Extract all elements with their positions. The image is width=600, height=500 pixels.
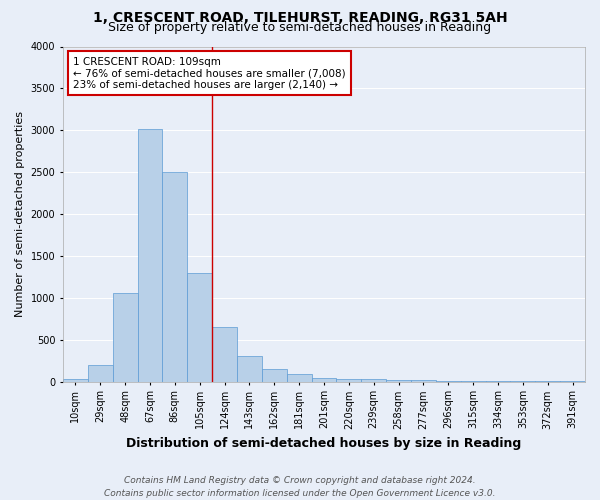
Bar — [411, 380, 436, 382]
Bar — [287, 374, 311, 382]
Bar — [262, 369, 287, 382]
Text: 1, CRESCENT ROAD, TILEHURST, READING, RG31 5AH: 1, CRESCENT ROAD, TILEHURST, READING, RG… — [92, 11, 508, 25]
Bar — [163, 172, 187, 382]
Bar — [311, 378, 337, 382]
Y-axis label: Number of semi-detached properties: Number of semi-detached properties — [15, 111, 25, 317]
Text: Size of property relative to semi-detached houses in Reading: Size of property relative to semi-detach… — [109, 22, 491, 35]
Bar — [63, 379, 88, 382]
Bar — [361, 380, 386, 382]
Bar — [187, 274, 212, 382]
Bar — [88, 365, 113, 382]
Bar — [337, 378, 361, 382]
X-axis label: Distribution of semi-detached houses by size in Reading: Distribution of semi-detached houses by … — [127, 437, 521, 450]
Bar — [113, 292, 137, 382]
Bar — [386, 380, 411, 382]
Bar — [461, 381, 485, 382]
Text: Contains HM Land Registry data © Crown copyright and database right 2024.
Contai: Contains HM Land Registry data © Crown c… — [104, 476, 496, 498]
Bar — [212, 327, 237, 382]
Text: 1 CRESCENT ROAD: 109sqm
← 76% of semi-detached houses are smaller (7,008)
23% of: 1 CRESCENT ROAD: 109sqm ← 76% of semi-de… — [73, 56, 346, 90]
Bar — [436, 380, 461, 382]
Bar — [137, 128, 163, 382]
Bar — [237, 356, 262, 382]
